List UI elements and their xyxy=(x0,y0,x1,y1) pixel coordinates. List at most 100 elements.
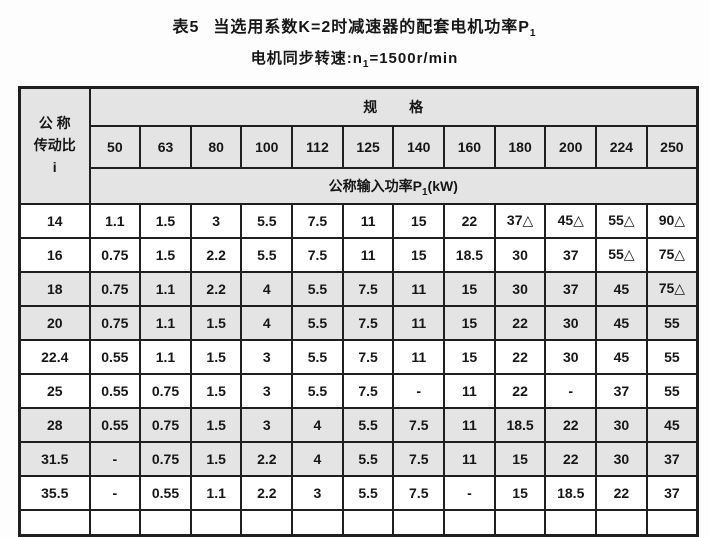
value-cell: 1.5 xyxy=(189,440,243,477)
value-cell: 22 xyxy=(544,440,598,477)
table-row: 25 0.55 0.75 1.5 3 5.5 7.5-11 22-37 55 xyxy=(18,372,699,409)
ratio-cell: 22.4 xyxy=(18,338,91,375)
spec-header: 规 格 xyxy=(88,86,699,127)
value-cell: 30 xyxy=(493,270,547,307)
subtitle-suffix: =1500r/min xyxy=(369,50,459,67)
value-cell: 37 xyxy=(544,270,598,307)
value-cell: 3 xyxy=(189,202,243,239)
value-cell: 7.5 xyxy=(341,372,395,409)
value-cell xyxy=(189,508,243,537)
value-cell xyxy=(88,508,142,537)
value-cell: 15 xyxy=(443,270,496,307)
table-row: 16 0.75 1.5 2.2 5.5 7.5 11 15 18.5 30 37 55△ 75△ xyxy=(18,236,699,273)
value-cell: 4 xyxy=(291,406,344,443)
value-cell xyxy=(139,508,192,537)
value-cell: 37 xyxy=(645,474,699,511)
value-cell xyxy=(595,508,648,537)
column-header-140: 140 xyxy=(392,124,446,169)
value-cell: - xyxy=(392,372,446,409)
value-cell: 0.75 xyxy=(88,304,142,341)
table-row: 28 0.55 0.75 1.5 3 4 5.5 7.5 11 18.5 22 30 45 xyxy=(18,406,699,443)
column-header-250: 250 xyxy=(645,124,699,169)
value-cell: 45 xyxy=(645,406,699,443)
value-cell: 37△ xyxy=(493,202,547,239)
subtitle-subscript: 1 xyxy=(362,59,370,70)
value-cell: 15 xyxy=(392,202,446,239)
value-cell: 30 xyxy=(493,236,547,273)
column-header-80: 80 xyxy=(189,124,243,169)
value-cell: 55△ xyxy=(595,202,648,239)
value-cell: 30 xyxy=(595,406,648,443)
value-cell: 7.5 xyxy=(392,474,446,511)
table-row: 31.5-0.75 1.5 2.2 4 5.5 7.5 11 15 22 30 37 xyxy=(18,440,699,477)
value-cell: 5.5 xyxy=(240,236,294,273)
table-body: 14 1.1 1.5 3 5.5 7.5 11 15 22 37△ 45△ 55△ 90△ 16 0.75 1… xyxy=(18,202,699,537)
value-cell: 7.5 xyxy=(392,406,446,443)
value-cell: - xyxy=(88,440,142,477)
value-cell: 15 xyxy=(443,338,496,375)
table-title-text: 当选用系数K=2时减速器的配套电机功率P xyxy=(213,19,530,36)
power-header-suffix: (kW) xyxy=(427,177,458,194)
value-cell: 15 xyxy=(493,440,547,477)
value-cell: 22 xyxy=(443,202,496,239)
value-cell: 37 xyxy=(595,372,648,409)
value-cell: 5.5 xyxy=(240,202,294,239)
value-cell: 2.2 xyxy=(189,236,243,273)
ratio-cell: 28 xyxy=(18,406,91,443)
value-cell: 55△ xyxy=(595,236,648,273)
spec-header-row: 公 称 传动比 i 规 格 xyxy=(18,86,699,205)
value-cell: 11 xyxy=(443,406,496,443)
value-cell: 18.5 xyxy=(493,406,547,443)
value-cell: 11 xyxy=(341,236,395,273)
value-cell: 1.5 xyxy=(189,372,243,409)
motor-power-table: 公 称 传动比 i 规 格 50 63 80 100 112 125 140 1… xyxy=(18,86,699,537)
value-cell xyxy=(240,508,294,537)
table-title: 表5 当选用系数K=2时减速器的配套电机功率P1 xyxy=(0,13,709,40)
value-cell xyxy=(392,508,446,537)
column-header-160: 160 xyxy=(443,124,496,169)
ratio-cell: 18 xyxy=(18,270,91,307)
column-header-50: 50 xyxy=(88,124,142,169)
ratio-cell: 20 xyxy=(18,304,91,341)
ratio-cell: 35.5 xyxy=(18,474,91,511)
value-cell: 2.2 xyxy=(240,474,294,511)
column-header-224: 224 xyxy=(595,124,648,169)
value-cell: 5.5 xyxy=(291,338,344,375)
value-cell: 22 xyxy=(493,304,547,341)
value-cell: 7.5 xyxy=(392,440,446,477)
power-header-subscript: 1 xyxy=(421,186,428,198)
table-row: 22.4 0.55 1.1 1.5 3 5.5 7.5 11 15 22 30 45 55 xyxy=(18,338,699,375)
value-cell: 55 xyxy=(645,338,699,375)
value-cell xyxy=(443,508,496,537)
power-header-row: 公称输入功率P1(kW) xyxy=(20,166,699,205)
table-row-partial xyxy=(18,508,699,537)
value-cell: 5.5 xyxy=(341,406,395,443)
value-cell: 0.75 xyxy=(139,406,192,443)
column-header-63: 63 xyxy=(139,124,192,169)
table-subtitle: 电机同步转速:n1=1500r/min xyxy=(0,47,709,70)
subtitle-prefix: 电机同步转速:n xyxy=(250,50,363,67)
value-cell: 55 xyxy=(645,372,699,409)
value-cell: 45 xyxy=(595,304,648,341)
title-subscript: 1 xyxy=(529,28,537,40)
value-cell: 7.5 xyxy=(341,304,395,341)
value-cell: 4 xyxy=(291,440,344,477)
value-cell: 1.5 xyxy=(189,406,243,443)
ratio-cell: 31.5 xyxy=(18,440,91,477)
value-cell: - xyxy=(88,474,142,511)
value-cell: 7.5 xyxy=(291,202,344,239)
value-cell: 30 xyxy=(544,338,598,375)
value-cell: 22 xyxy=(544,406,598,443)
value-cell: 0.75 xyxy=(139,372,192,409)
value-cell: 55 xyxy=(645,304,699,341)
value-cell xyxy=(645,508,699,537)
value-cell: 45△ xyxy=(544,202,598,239)
value-cell: 4 xyxy=(240,304,294,341)
size-columns-row: 50 63 80 100 112 125 140 160 180 200 224… xyxy=(20,124,699,169)
value-cell: 15 xyxy=(392,236,446,273)
value-cell: 22 xyxy=(493,338,547,375)
value-cell: 7.5 xyxy=(341,270,395,307)
value-cell: 11 xyxy=(341,202,395,239)
value-cell: - xyxy=(443,474,496,511)
value-cell: 1.5 xyxy=(189,304,243,341)
